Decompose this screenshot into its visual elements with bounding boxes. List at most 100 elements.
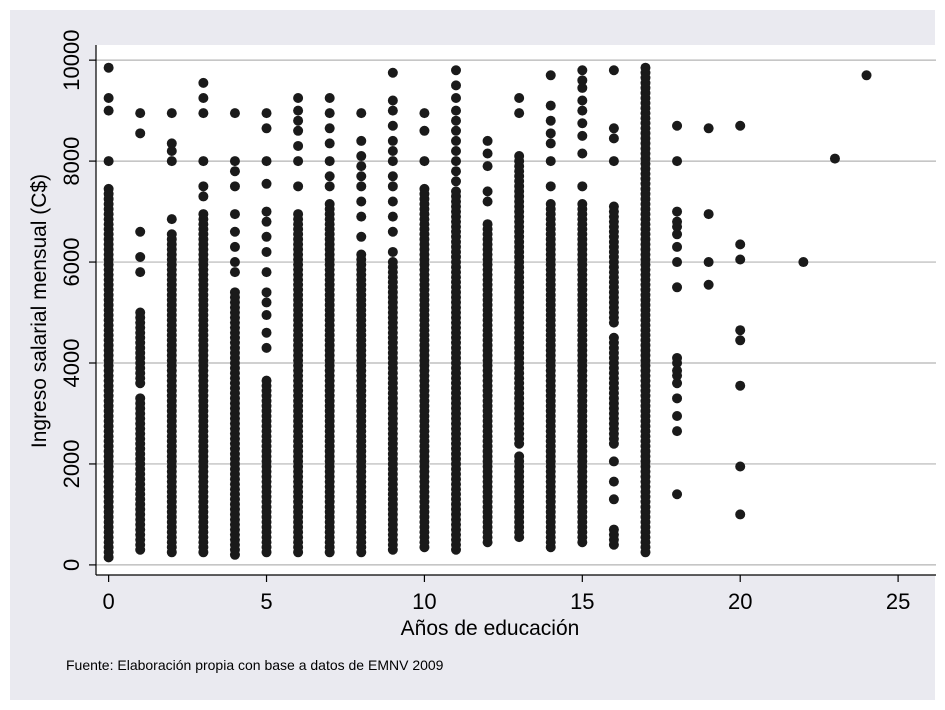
data-point bbox=[482, 161, 493, 172]
data-point bbox=[229, 241, 240, 252]
data-point bbox=[545, 70, 556, 81]
data-point bbox=[577, 130, 588, 141]
y-tick-label: 4000 bbox=[59, 339, 84, 388]
data-point bbox=[608, 524, 619, 535]
data-point bbox=[577, 95, 588, 106]
data-point bbox=[229, 267, 240, 278]
data-point bbox=[261, 123, 272, 134]
data-points bbox=[103, 62, 872, 563]
data-point bbox=[735, 461, 746, 472]
data-point bbox=[387, 226, 398, 237]
data-point bbox=[419, 183, 430, 194]
data-point bbox=[356, 231, 367, 242]
data-point bbox=[577, 181, 588, 192]
data-point bbox=[672, 206, 683, 217]
data-point bbox=[577, 199, 588, 209]
data-point bbox=[387, 257, 398, 268]
data-point bbox=[356, 211, 367, 222]
data-point bbox=[135, 252, 146, 262]
data-point bbox=[514, 451, 525, 462]
data-point bbox=[545, 115, 556, 126]
data-point bbox=[861, 70, 872, 81]
data-point bbox=[672, 216, 683, 227]
data-point bbox=[419, 156, 430, 167]
data-point bbox=[545, 156, 556, 167]
data-point bbox=[545, 199, 556, 209]
data-point bbox=[672, 282, 683, 293]
data-point bbox=[545, 128, 556, 139]
x-tick-label: 25 bbox=[886, 589, 910, 614]
data-point bbox=[324, 138, 335, 149]
data-point bbox=[135, 226, 146, 237]
data-point bbox=[451, 166, 461, 177]
data-point bbox=[735, 120, 746, 131]
data-point bbox=[672, 229, 683, 240]
data-point bbox=[387, 105, 398, 116]
data-point bbox=[577, 118, 588, 129]
data-point bbox=[735, 239, 746, 250]
data-point bbox=[577, 105, 588, 116]
data-point bbox=[482, 186, 493, 197]
data-point bbox=[166, 214, 177, 225]
data-point bbox=[229, 209, 240, 220]
data-point bbox=[608, 494, 619, 505]
data-point bbox=[229, 181, 240, 192]
data-point bbox=[735, 325, 746, 336]
data-point bbox=[451, 125, 461, 136]
y-axis-title: Ingreso salarial mensual (C$) bbox=[28, 174, 51, 448]
data-point bbox=[356, 151, 367, 162]
data-point bbox=[261, 108, 272, 119]
data-point bbox=[703, 257, 714, 268]
data-point bbox=[798, 257, 809, 268]
data-point bbox=[735, 335, 746, 346]
data-point bbox=[261, 178, 272, 189]
data-point bbox=[103, 105, 114, 116]
data-point bbox=[451, 80, 461, 91]
data-point bbox=[135, 307, 146, 318]
data-point bbox=[545, 138, 556, 149]
data-point bbox=[451, 186, 461, 197]
data-point bbox=[451, 135, 461, 146]
data-point bbox=[293, 125, 304, 136]
data-point bbox=[293, 209, 304, 220]
data-point bbox=[324, 108, 335, 119]
data-point bbox=[356, 161, 367, 172]
data-point bbox=[261, 206, 272, 217]
data-point bbox=[293, 181, 304, 192]
data-point bbox=[356, 171, 367, 182]
data-point bbox=[324, 199, 335, 209]
data-point bbox=[261, 342, 272, 353]
data-point bbox=[482, 135, 493, 146]
data-point bbox=[229, 156, 240, 167]
data-point bbox=[356, 108, 367, 119]
data-point bbox=[451, 105, 461, 116]
data-point bbox=[640, 62, 651, 73]
data-point bbox=[135, 128, 146, 139]
data-point bbox=[261, 231, 272, 242]
data-point bbox=[324, 93, 335, 103]
data-point bbox=[261, 267, 272, 278]
data-point bbox=[608, 133, 619, 144]
data-point bbox=[672, 489, 683, 500]
data-point bbox=[608, 65, 619, 76]
data-point bbox=[514, 108, 525, 119]
data-point bbox=[261, 310, 272, 321]
data-point bbox=[672, 156, 683, 167]
data-point bbox=[261, 216, 272, 227]
data-point bbox=[451, 156, 461, 167]
data-point bbox=[735, 380, 746, 391]
data-point bbox=[293, 105, 304, 116]
data-point bbox=[229, 108, 240, 119]
data-point bbox=[672, 257, 683, 268]
data-point bbox=[166, 138, 177, 149]
data-point bbox=[293, 93, 304, 103]
data-point bbox=[198, 181, 209, 192]
data-point bbox=[419, 125, 430, 136]
data-point bbox=[387, 67, 398, 78]
data-point bbox=[387, 171, 398, 182]
data-point bbox=[672, 393, 683, 404]
data-point bbox=[324, 156, 335, 167]
data-point bbox=[451, 146, 461, 156]
data-point bbox=[198, 209, 209, 220]
